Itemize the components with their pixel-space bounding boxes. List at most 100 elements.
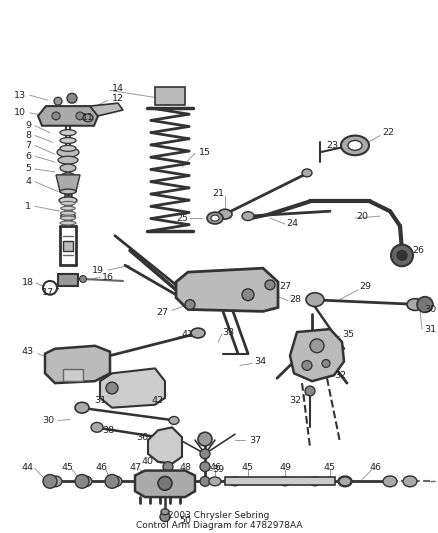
Text: 26: 26 (412, 246, 424, 255)
Text: 11: 11 (82, 114, 94, 123)
Text: 2003 Chrysler Sebring
Control Arm Diagram for 4782978AA: 2003 Chrysler Sebring Control Arm Diagra… (136, 511, 302, 530)
Ellipse shape (383, 476, 397, 487)
Ellipse shape (61, 201, 75, 205)
Circle shape (158, 477, 172, 490)
Circle shape (417, 297, 433, 312)
Text: 41: 41 (182, 329, 194, 338)
Circle shape (163, 462, 173, 472)
Circle shape (200, 462, 210, 472)
Circle shape (322, 360, 330, 367)
Ellipse shape (169, 416, 179, 424)
Text: 7: 7 (25, 141, 31, 150)
Text: 45: 45 (242, 463, 254, 472)
Text: 46: 46 (96, 463, 108, 472)
Text: 39: 39 (212, 465, 224, 474)
Text: 5: 5 (25, 165, 31, 173)
Ellipse shape (59, 197, 77, 204)
Circle shape (310, 339, 324, 353)
Text: 22: 22 (382, 128, 394, 137)
Text: 15: 15 (199, 148, 211, 157)
Bar (63, 241, 73, 251)
Ellipse shape (108, 476, 122, 487)
Text: 32: 32 (334, 371, 346, 380)
Ellipse shape (60, 211, 75, 215)
Circle shape (302, 360, 312, 370)
Text: 43: 43 (22, 347, 34, 356)
Circle shape (185, 300, 195, 310)
Text: 44: 44 (22, 463, 34, 472)
Ellipse shape (91, 423, 103, 432)
Ellipse shape (403, 476, 417, 487)
Text: 32: 32 (289, 397, 301, 405)
Ellipse shape (60, 146, 76, 151)
Text: 25: 25 (176, 214, 188, 223)
Bar (225, 478, 335, 486)
Ellipse shape (161, 509, 169, 515)
Text: 28: 28 (289, 295, 301, 304)
Circle shape (43, 281, 57, 295)
Ellipse shape (407, 298, 423, 310)
Text: 1: 1 (25, 202, 31, 211)
Ellipse shape (78, 476, 92, 487)
Text: 35: 35 (342, 329, 354, 338)
Ellipse shape (60, 138, 76, 143)
Ellipse shape (60, 189, 76, 194)
Text: 8: 8 (25, 131, 31, 140)
Circle shape (397, 251, 407, 260)
Polygon shape (135, 471, 195, 497)
Circle shape (305, 386, 315, 396)
Text: 49: 49 (279, 463, 291, 472)
Ellipse shape (279, 477, 291, 486)
Text: 48: 48 (179, 463, 191, 472)
Ellipse shape (341, 135, 369, 155)
Text: 12: 12 (112, 94, 124, 103)
Text: 31: 31 (94, 397, 106, 405)
Ellipse shape (60, 130, 76, 135)
Polygon shape (45, 346, 110, 383)
Ellipse shape (191, 328, 205, 338)
Ellipse shape (218, 209, 232, 219)
Text: 46: 46 (209, 463, 221, 472)
Text: 29: 29 (359, 282, 371, 292)
Ellipse shape (339, 477, 351, 486)
Ellipse shape (61, 212, 75, 220)
Text: 38: 38 (102, 426, 114, 435)
Ellipse shape (168, 476, 182, 487)
Polygon shape (148, 427, 182, 464)
Polygon shape (176, 268, 278, 311)
Text: 40: 40 (142, 457, 154, 466)
Circle shape (52, 112, 60, 120)
Circle shape (265, 280, 275, 290)
Ellipse shape (211, 215, 219, 221)
Text: 20: 20 (356, 212, 368, 221)
Text: 19: 19 (92, 265, 104, 274)
Circle shape (43, 474, 57, 488)
Ellipse shape (48, 476, 62, 487)
Text: 42: 42 (152, 397, 164, 405)
Ellipse shape (207, 212, 223, 224)
Ellipse shape (75, 402, 89, 413)
Ellipse shape (306, 293, 324, 306)
Ellipse shape (338, 476, 352, 487)
Text: 27: 27 (156, 308, 168, 317)
Bar (63, 369, 83, 381)
Circle shape (54, 97, 62, 105)
Ellipse shape (59, 181, 77, 187)
Text: 6: 6 (25, 152, 31, 160)
Text: 50: 50 (179, 516, 191, 525)
Ellipse shape (242, 212, 254, 221)
Ellipse shape (209, 477, 221, 486)
Polygon shape (100, 368, 165, 408)
Text: 46: 46 (369, 463, 381, 472)
Text: 47: 47 (129, 463, 141, 472)
Text: 23: 23 (326, 141, 338, 150)
Text: 10: 10 (14, 109, 26, 117)
Ellipse shape (60, 221, 76, 225)
Text: 16: 16 (102, 272, 114, 281)
Text: 45: 45 (324, 463, 336, 472)
Circle shape (80, 276, 86, 282)
Text: 24: 24 (286, 220, 298, 229)
Text: 21: 21 (212, 189, 224, 198)
Circle shape (160, 512, 170, 522)
Polygon shape (56, 175, 80, 191)
